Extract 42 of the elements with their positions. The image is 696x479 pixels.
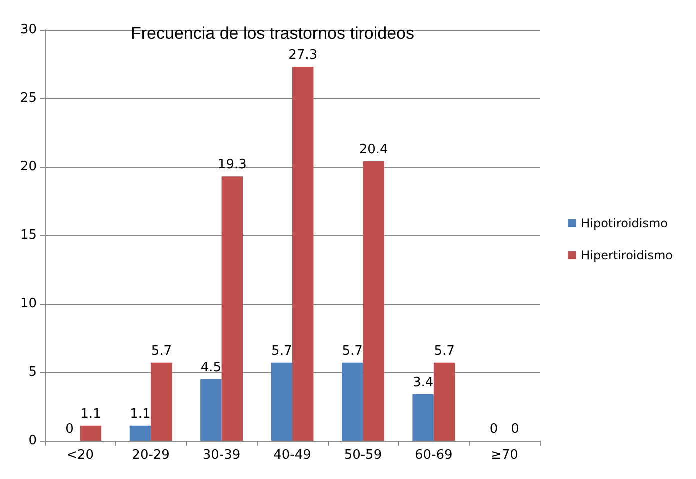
y-tick-label: 20 bbox=[20, 160, 37, 174]
bar bbox=[412, 394, 434, 441]
legend-label: Hipertiroidismo bbox=[581, 248, 674, 262]
data-label: 3.4 bbox=[412, 375, 434, 390]
bar bbox=[434, 362, 456, 441]
x-tick-label: 50-59 bbox=[344, 448, 382, 463]
data-label: 0 bbox=[490, 422, 498, 437]
legend-label: Hipotiroidismo bbox=[581, 216, 668, 230]
bar bbox=[200, 379, 222, 441]
data-label: 1.1 bbox=[80, 406, 102, 422]
x-tick-label: <20 bbox=[66, 448, 94, 463]
x-tick-label: ≥70 bbox=[490, 448, 518, 463]
data-label: 1.1 bbox=[130, 406, 151, 422]
data-label: 0 bbox=[66, 422, 74, 437]
y-tick-label: 15 bbox=[20, 228, 37, 243]
x-tick-label: 60-69 bbox=[415, 448, 453, 463]
bar bbox=[80, 426, 102, 441]
data-label: 20.4 bbox=[359, 142, 388, 158]
bar bbox=[222, 176, 243, 441]
chart-title: Frecuencia de los trastornos tiroideos bbox=[131, 24, 414, 43]
data-label: 5.7 bbox=[434, 344, 455, 359]
x-tick-label: 30-39 bbox=[202, 448, 241, 463]
bar bbox=[342, 362, 364, 441]
data-label: 0 bbox=[511, 422, 520, 437]
data-label: 5.7 bbox=[272, 344, 292, 359]
y-tick-label: 10 bbox=[20, 296, 37, 312]
bar bbox=[130, 426, 152, 441]
y-tick-label: 30 bbox=[20, 22, 37, 38]
data-label: 5.7 bbox=[342, 344, 363, 359]
x-tick-label: 40-49 bbox=[274, 448, 312, 463]
data-label: 27.3 bbox=[288, 48, 318, 63]
y-tick-label: 5 bbox=[28, 365, 37, 380]
bar bbox=[363, 162, 384, 441]
data-label: 5.7 bbox=[151, 344, 172, 359]
bar bbox=[151, 362, 172, 441]
bar bbox=[271, 362, 292, 441]
data-label: 4.5 bbox=[200, 360, 222, 376]
data-label: 19.3 bbox=[218, 158, 247, 173]
x-tick-label: 20-29 bbox=[132, 448, 170, 463]
y-tick-label: 25 bbox=[20, 91, 37, 106]
bar bbox=[292, 66, 314, 441]
y-tick-label: 0 bbox=[28, 434, 37, 448]
